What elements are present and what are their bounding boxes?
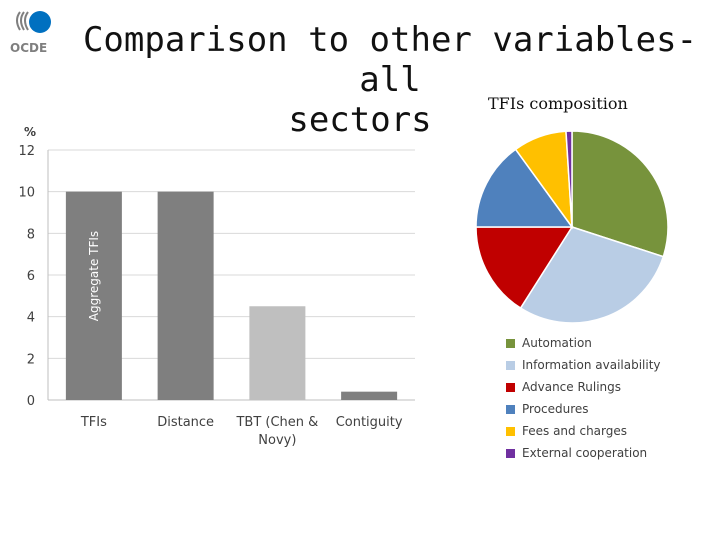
- y-axis-label: %: [24, 125, 36, 139]
- legend-label: Automation: [522, 336, 592, 350]
- slide-title-line-2: sectors: [288, 100, 432, 140]
- y-tick-label: 4: [27, 311, 35, 326]
- y-tick-label: 10: [18, 186, 35, 201]
- legend-swatch: [506, 338, 515, 348]
- legend-item: Information availability: [506, 354, 661, 376]
- legend-item: Fees and charges: [506, 420, 661, 442]
- x-tick-label: Distance: [157, 415, 214, 430]
- pie-slice-external-cooperation: [565, 130, 573, 228]
- legend-label: External cooperation: [522, 446, 648, 460]
- slide-title-line-1: Comparison to other variables- all: [82, 20, 698, 100]
- pie-slice-procedures: [475, 148, 574, 228]
- bar-annotation: Aggregate TFIs: [87, 231, 101, 321]
- bar-chart: 0 2 4 6 8 10 12% TFIs Distance TBT (Chen & Novy) Co…: [18, 125, 415, 448]
- bar-distance: [157, 191, 214, 400]
- legend-item: Advance Rulings: [506, 376, 661, 398]
- legend-swatch: [506, 404, 515, 414]
- y-tick-label: 8: [27, 227, 35, 242]
- oecd-logo: OCDE: [10, 11, 51, 55]
- bar-contiguity: [341, 391, 398, 400]
- legend-swatch: [506, 382, 515, 392]
- legend-item: Procedures: [506, 398, 661, 420]
- y-tick-label: 2: [27, 352, 35, 367]
- y-tick-label: 12: [18, 144, 35, 159]
- legend-item: Automation: [506, 332, 661, 354]
- bar-tfis: [65, 191, 122, 400]
- x-tick-label: Contiguity: [336, 415, 403, 430]
- pie-slice-information-availability: [519, 226, 665, 324]
- x-tick-label: TFIs: [80, 415, 107, 430]
- pie-legend: Automation Information availability Advanc…: [506, 332, 661, 464]
- legend-swatch: [506, 426, 515, 436]
- pie-chart: [475, 130, 669, 324]
- x-tick-label: TBT (Chen & Novy): [235, 415, 318, 448]
- legend-label: Procedures: [522, 402, 589, 416]
- legend-label: Advance Rulings: [522, 380, 622, 394]
- logo-text: OCDE: [10, 41, 47, 55]
- slide-title: Comparison to other variables- all secto…: [0, 20, 720, 140]
- legend-item: External cooperation: [506, 442, 661, 464]
- pie-slice-automation: [571, 130, 669, 258]
- legend-swatch: [506, 360, 515, 370]
- legend-label: Fees and charges: [522, 424, 627, 438]
- bar-tbt-chen-novy: [249, 306, 306, 400]
- pie-slice-advance-rulings: [475, 226, 574, 310]
- legend-swatch: [506, 448, 515, 458]
- y-tick-label: 6: [27, 269, 35, 284]
- pie-title: TFIs composition: [488, 94, 628, 113]
- y-tick-label: 0: [27, 394, 35, 409]
- legend-label: Information availability: [522, 358, 661, 372]
